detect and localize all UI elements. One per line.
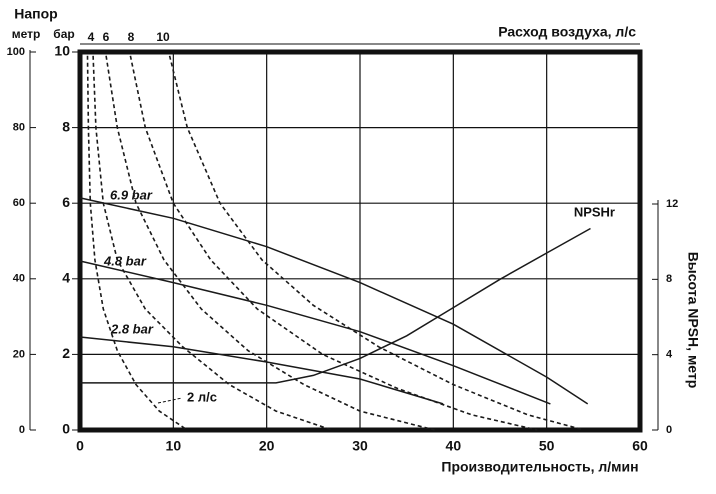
x-tick-label: 20 [259,438,275,454]
x-tick-label: 60 [632,438,648,454]
series-line [86,55,188,431]
y-tick-label: 4 [62,270,70,286]
x-tick-label: 0 [76,438,84,454]
series-label: NPSHr [574,204,615,219]
metre-tick-label: 0 [19,424,25,436]
x-axis-title: Производительность, л/мин [441,459,638,475]
y2-tick-label: 4 [666,349,673,361]
series-line [79,197,589,405]
y-bar-unit: бар [53,27,74,41]
series-line [129,55,538,431]
x-tick-label: 50 [539,438,555,454]
metre-tick-label: 20 [13,348,25,360]
series-line [105,55,435,431]
series-label: 4.8 bar [103,253,147,268]
x-tick-label: 30 [352,438,368,454]
top-tick-label: 4 [88,30,95,44]
top-axis-title: Расход воздуха, л/с [498,24,636,40]
metre-tick-label: 60 [13,197,25,209]
plot-frame [77,49,643,433]
metre-tick-label: 80 [13,122,25,134]
y-axis-title: Напор [14,6,57,22]
y-tick-label: 2 [62,345,70,361]
metre-tick-label: 40 [13,273,25,285]
y2-axis-title: Высота NPSH, метр [685,252,701,389]
y-tick-label: 0 [62,421,70,437]
series-label: 2.8 bar [110,321,154,336]
series-line [92,55,333,431]
y-tick-label: 8 [62,118,70,134]
series-label: 2 л/с [187,389,217,404]
top-tick-label: 8 [128,30,135,44]
top-tick-label: 6 [103,30,110,44]
series-label: 6.9 bar [110,187,153,202]
y2-tick-label: 8 [666,273,672,285]
y2-tick-label: 0 [666,424,672,436]
series-line [168,55,585,431]
y2-tick-label: 12 [666,198,678,210]
x-tick-label: 10 [166,438,182,454]
series-line [79,260,551,405]
metre-tick-label: 100 [7,46,25,58]
y-metre-unit: метр [12,27,41,41]
top-tick-label: 10 [156,30,170,44]
series-line [80,227,591,384]
y-tick-label: 10 [54,43,70,59]
x-tick-label: 40 [446,438,462,454]
y-tick-label: 6 [62,194,70,210]
annotation-leader [157,397,183,404]
series-line [79,336,444,405]
